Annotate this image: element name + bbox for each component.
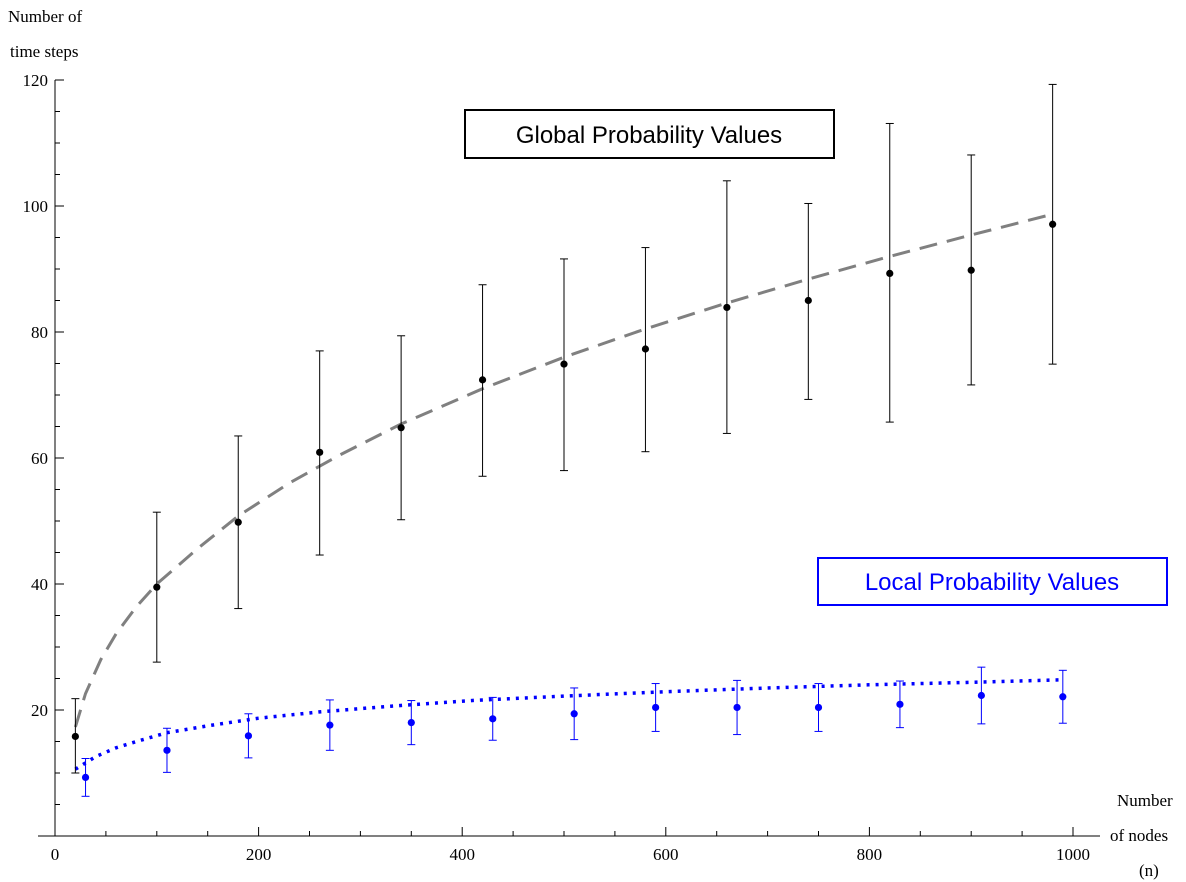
data-point-local — [570, 687, 579, 741]
marker — [977, 691, 985, 700]
y-axis-label-line-2: time steps — [10, 42, 78, 61]
data-point-local — [488, 696, 497, 741]
marker — [489, 715, 497, 723]
marker — [967, 266, 975, 274]
data-point-global — [722, 180, 731, 434]
x-ticks: 0 200 400 600 800 1000 — [51, 827, 1090, 864]
data-point-local — [733, 679, 742, 736]
y-tick-label: 60 — [31, 449, 48, 468]
data-point-local — [1058, 669, 1067, 724]
marker — [397, 424, 405, 432]
x-axis-label-line-1: Number — [1117, 791, 1173, 810]
plot-area — [71, 83, 1067, 797]
marker — [326, 721, 334, 729]
marker — [71, 732, 79, 741]
data-point-local — [244, 713, 253, 759]
data-point-global — [71, 698, 80, 774]
marker — [570, 710, 578, 718]
data-point-global — [804, 202, 813, 400]
x-tick-label: 1000 — [1056, 845, 1090, 864]
marker — [652, 703, 660, 712]
data-point-local — [895, 680, 904, 729]
data-point-global — [885, 122, 894, 423]
local-legend-box: Local Probability Values — [817, 557, 1168, 606]
marker — [407, 719, 415, 727]
data-point-local — [977, 666, 986, 725]
marker — [896, 700, 904, 708]
data-point-local — [81, 758, 90, 797]
marker — [560, 360, 568, 368]
x-axis-label-line-3: (n) — [1139, 861, 1159, 880]
x-axis-label-line-2: of nodes — [1110, 826, 1168, 845]
y-tick-label: 120 — [23, 71, 49, 90]
marker — [733, 703, 741, 712]
marker — [316, 448, 324, 456]
data-point-local — [162, 727, 171, 773]
y-ticks: 20 40 60 80 100 120 — [23, 71, 64, 805]
global-legend-label: Global Probability Values — [516, 122, 782, 149]
marker — [804, 296, 812, 305]
x-tick-label: 400 — [449, 845, 475, 864]
data-point-local — [407, 700, 416, 746]
marker — [153, 583, 161, 591]
marker — [163, 746, 171, 754]
marker — [1059, 693, 1067, 701]
marker — [244, 732, 253, 740]
local-legend-frame — [817, 557, 1168, 606]
data-point-global — [641, 247, 650, 453]
y-tick-label: 100 — [23, 197, 49, 216]
data-point-local — [814, 683, 823, 732]
x-tick-label: 600 — [653, 845, 679, 864]
global-legend-box: Global Probability Values — [464, 109, 835, 159]
data-point-local — [651, 683, 660, 732]
marker — [81, 773, 90, 782]
y-tick-label: 40 — [31, 575, 48, 594]
y-axis-label: Number of time steps — [8, 7, 82, 61]
data-point-global — [397, 335, 406, 521]
x-axis-label: Number of nodes (n) — [1110, 791, 1173, 880]
x-tick-label: 800 — [857, 845, 883, 864]
marker — [641, 345, 650, 353]
marker — [478, 376, 487, 384]
data-point-global — [478, 284, 487, 477]
marker — [814, 703, 823, 712]
data-point-global — [560, 258, 568, 472]
marker — [1049, 220, 1057, 228]
data-point-global — [315, 350, 324, 556]
y-axis-label-line-1: Number of — [8, 7, 82, 26]
y-tick-label: 20 — [31, 701, 48, 720]
local-legend-label: Local Probability Values — [865, 569, 1119, 596]
marker — [886, 269, 894, 278]
axes: 0 200 400 600 800 1000 20 40 60 80 100 120 — [23, 71, 1100, 864]
data-point-global — [234, 435, 243, 610]
data-point-global — [1048, 83, 1057, 365]
data-point-global — [967, 154, 976, 386]
y-tick-label: 80 — [31, 323, 48, 342]
x-tick-label: 0 — [51, 845, 60, 864]
marker — [723, 303, 731, 312]
data-point-global — [152, 511, 161, 663]
marker — [234, 518, 242, 526]
data-point-local — [325, 699, 334, 751]
global-legend-frame — [464, 109, 835, 159]
x-tick-label: 200 — [246, 845, 272, 864]
fit-curve-local — [74, 678, 1063, 771]
